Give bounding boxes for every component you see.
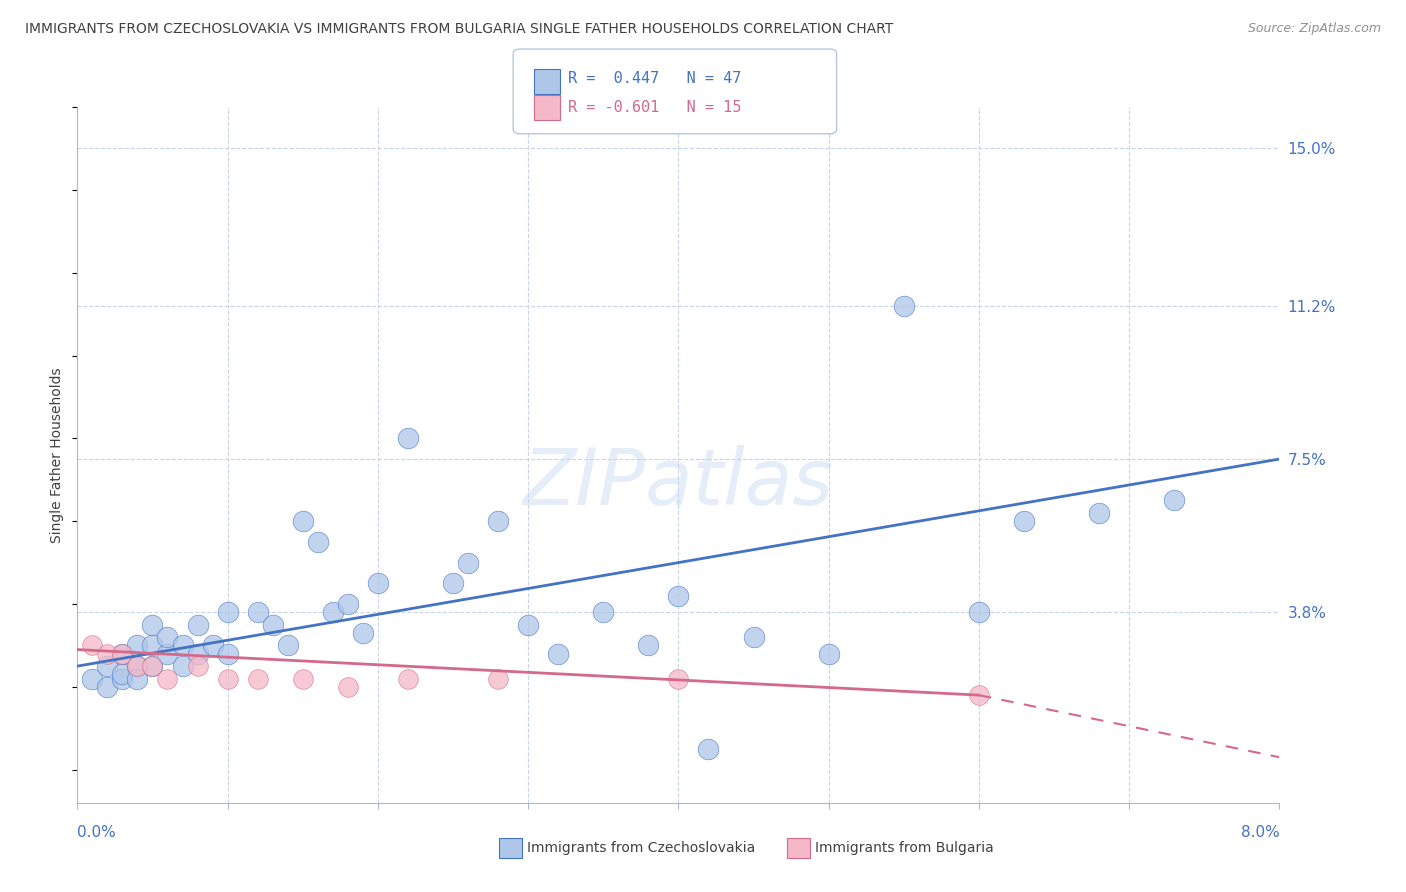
- Point: [441, 576, 464, 591]
- Point: [457, 556, 479, 570]
- Point: [967, 688, 990, 702]
- Point: [141, 659, 163, 673]
- Point: [187, 647, 209, 661]
- Point: [96, 647, 118, 661]
- Point: [291, 514, 314, 528]
- Point: [156, 630, 179, 644]
- Point: [111, 672, 134, 686]
- Point: [262, 617, 284, 632]
- Point: [517, 617, 540, 632]
- Point: [111, 647, 134, 661]
- Point: [111, 667, 134, 681]
- Point: [277, 639, 299, 653]
- Point: [246, 672, 269, 686]
- Point: [592, 605, 614, 619]
- Point: [336, 597, 359, 611]
- Point: [96, 680, 118, 694]
- Point: [141, 639, 163, 653]
- Point: [172, 639, 194, 653]
- Point: [217, 647, 239, 661]
- Point: [141, 617, 163, 632]
- Text: R = -0.601   N = 15: R = -0.601 N = 15: [568, 101, 741, 115]
- Point: [817, 647, 839, 661]
- Point: [1088, 506, 1111, 520]
- Point: [396, 672, 419, 686]
- Y-axis label: Single Father Households: Single Father Households: [51, 368, 65, 542]
- Point: [127, 659, 149, 673]
- Point: [127, 672, 149, 686]
- Point: [156, 672, 179, 686]
- Point: [172, 659, 194, 673]
- Point: [967, 605, 990, 619]
- Point: [668, 672, 690, 686]
- Point: [96, 659, 118, 673]
- Point: [156, 647, 179, 661]
- Text: Source: ZipAtlas.com: Source: ZipAtlas.com: [1247, 22, 1381, 36]
- Point: [697, 742, 720, 756]
- Point: [893, 299, 915, 313]
- Point: [246, 605, 269, 619]
- Point: [127, 659, 149, 673]
- Point: [291, 672, 314, 686]
- Text: R =  0.447   N = 47: R = 0.447 N = 47: [568, 71, 741, 86]
- Point: [187, 617, 209, 632]
- Text: ZIPatlas: ZIPatlas: [523, 445, 834, 521]
- Point: [187, 659, 209, 673]
- Point: [367, 576, 389, 591]
- Point: [82, 639, 104, 653]
- Point: [307, 535, 329, 549]
- Point: [217, 672, 239, 686]
- Text: 8.0%: 8.0%: [1240, 825, 1279, 839]
- Text: 0.0%: 0.0%: [77, 825, 117, 839]
- Point: [547, 647, 569, 661]
- Text: Immigrants from Czechoslovakia: Immigrants from Czechoslovakia: [527, 841, 755, 855]
- Point: [486, 672, 509, 686]
- Point: [742, 630, 765, 644]
- Point: [141, 659, 163, 673]
- Point: [82, 672, 104, 686]
- Point: [668, 589, 690, 603]
- Point: [637, 639, 659, 653]
- Text: Immigrants from Bulgaria: Immigrants from Bulgaria: [815, 841, 994, 855]
- Point: [1163, 493, 1185, 508]
- Point: [352, 626, 374, 640]
- Text: IMMIGRANTS FROM CZECHOSLOVAKIA VS IMMIGRANTS FROM BULGARIA SINGLE FATHER HOUSEHO: IMMIGRANTS FROM CZECHOSLOVAKIA VS IMMIGR…: [25, 22, 894, 37]
- Point: [217, 605, 239, 619]
- Point: [111, 647, 134, 661]
- Point: [1012, 514, 1035, 528]
- Point: [396, 431, 419, 445]
- Point: [127, 639, 149, 653]
- Point: [322, 605, 344, 619]
- Point: [486, 514, 509, 528]
- Point: [201, 639, 224, 653]
- Point: [336, 680, 359, 694]
